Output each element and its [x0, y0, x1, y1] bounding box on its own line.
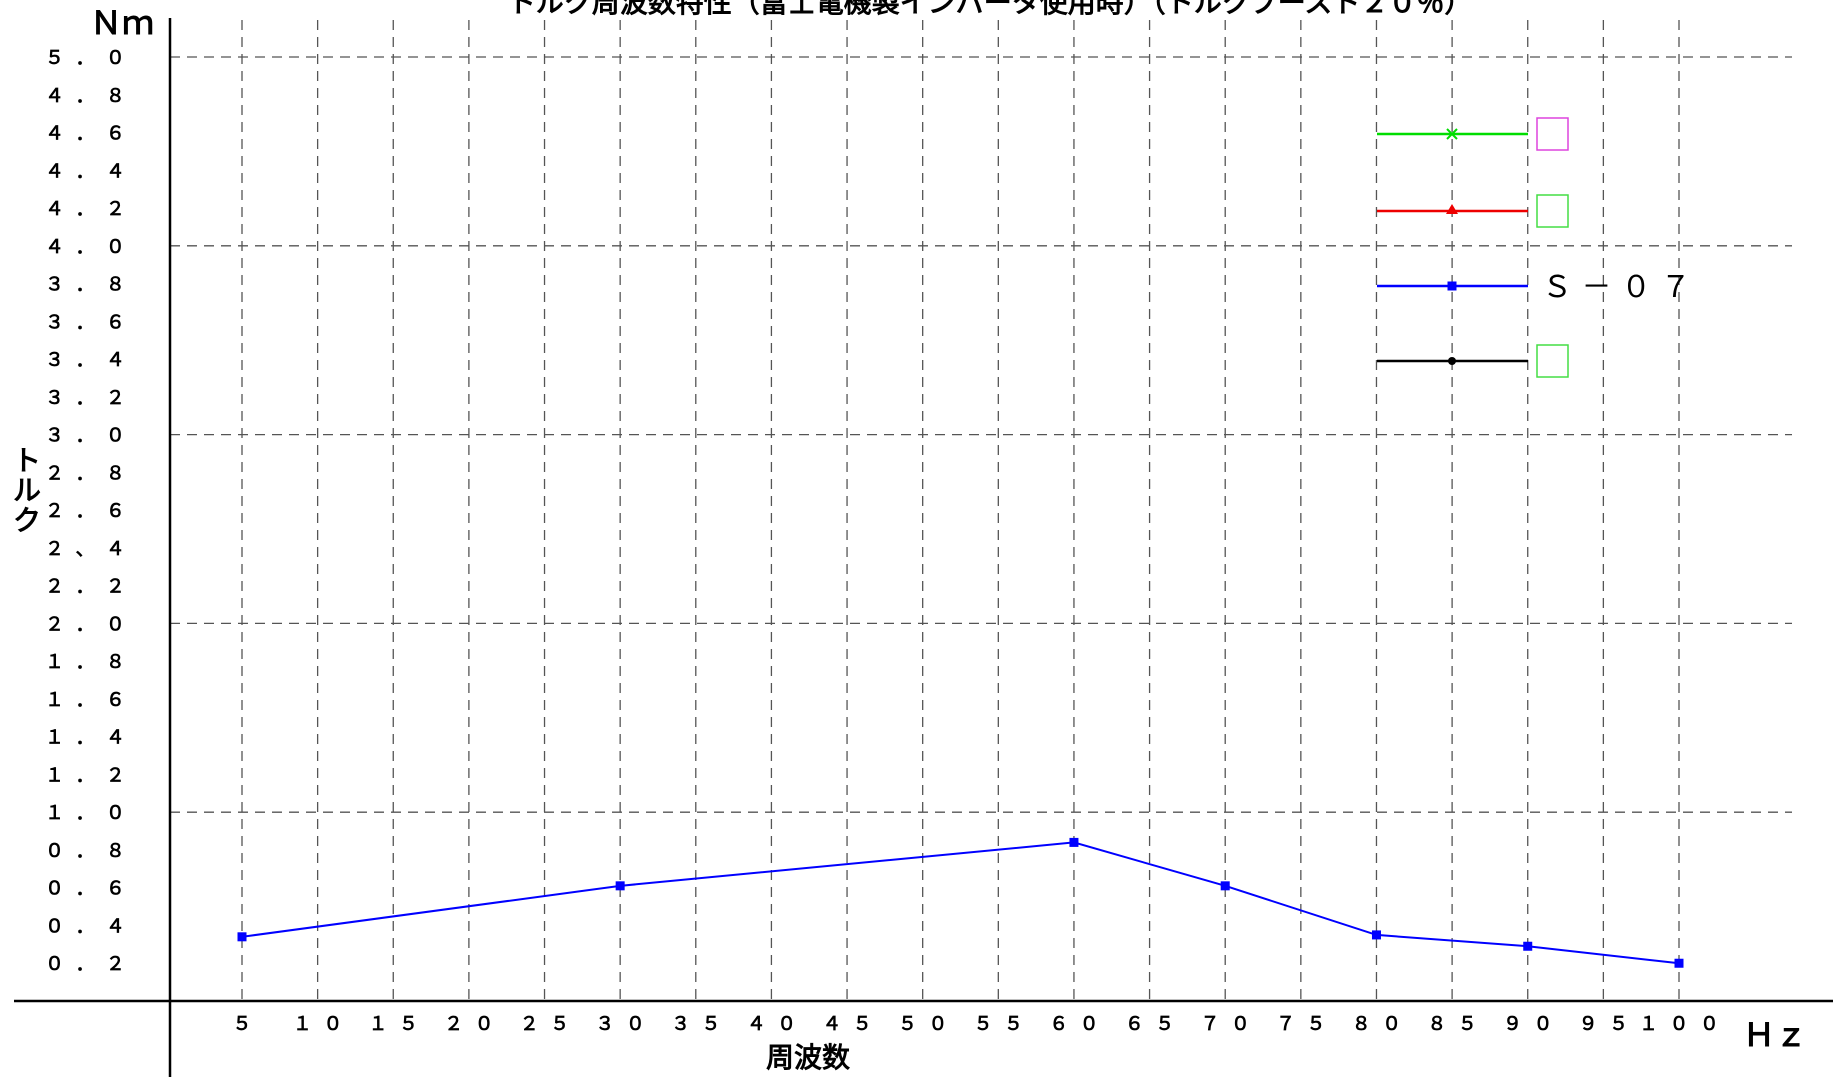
data-point	[1674, 958, 1684, 968]
x-tick-label: ７ ５	[1276, 1013, 1325, 1035]
x-tick-label: １ ０ ０	[1639, 1013, 1719, 1035]
x-tick-label: ９ ５	[1579, 1013, 1628, 1035]
x-tick-label: ３ ５	[671, 1013, 720, 1035]
data-point	[1523, 941, 1533, 951]
y-tick-label: １ ． ０	[45, 802, 125, 824]
y-tick-label: ４ ． ８	[45, 85, 125, 107]
x-axis-label: 周波数	[766, 1041, 851, 1074]
x-unit-label: Ｈｚ	[1743, 1016, 1807, 1054]
y-tick-label: １ ． ２	[45, 764, 125, 786]
x-tick-label: ９ ０	[1503, 1013, 1552, 1035]
y-tick-label: ０ ． ４	[45, 915, 125, 937]
x-tick-label: ３ ０	[595, 1013, 644, 1035]
data-point	[237, 932, 247, 942]
y-unit-label: Ｎｍ	[90, 4, 154, 42]
x-tick-label: ８ ０	[1352, 1013, 1401, 1035]
y-tick-label: １ ． ６	[45, 689, 125, 711]
x-tick-label: １ ５	[369, 1013, 418, 1035]
y-tick-label: １ ． ４	[45, 727, 125, 749]
legend-empty-box	[1536, 194, 1569, 228]
x-tick-label: ６ ５	[1125, 1013, 1174, 1035]
series-line	[241, 841, 1680, 965]
y-tick-label: ０ ． ６	[45, 878, 125, 900]
y-tick-label: ３ ． ０	[45, 425, 125, 447]
y-axis-label: トルク	[13, 444, 41, 537]
y-tick-label: ３ ． ６	[45, 311, 125, 333]
y-tick-labels: ５ ． ０ ４ ． ８ ４ ． ６ ４ ． ４ ４ ． ２ ４ ． ０ ３ ． ８ ３ ． ６…	[45, 47, 125, 975]
x-tick-label: ５	[232, 1013, 251, 1035]
y-tick-label: １ ． ８	[45, 651, 125, 673]
legend-marker	[1446, 204, 1458, 214]
legend-empty-box	[1536, 117, 1569, 151]
y-tick-label: ４ ． ４	[45, 160, 125, 182]
legend-marker	[1447, 281, 1457, 291]
x-tick-label: ５ ０	[898, 1013, 947, 1035]
chart-title: トルク周波数特性（富士電機製インバータ使用時）（トルクブースト２０％）	[508, 0, 1473, 19]
legend-empty-box	[1536, 344, 1569, 378]
x-tick-label: ６ ０	[1049, 1013, 1098, 1035]
y-tick-label: ０ ． ２	[45, 953, 125, 975]
axes	[14, 18, 1833, 1077]
x-tick-label: ２ ５	[520, 1013, 569, 1035]
y-tick-label: ５ ． ０	[45, 47, 125, 69]
series-lines	[237, 837, 1684, 968]
y-tick-label: ４ ． ２	[45, 198, 125, 220]
legend-marker	[1448, 357, 1456, 365]
x-tick-label: ８ ５	[1427, 1013, 1476, 1035]
legend-marker	[1446, 128, 1458, 140]
x-tick-labels: ５ １ ０ １ ５ ２ ０ ２ ５ ３ ０ ３ ５ ４ ０ ４ ５ ５ ０ ５ ５ ６ ０ ６ ５ ７ ０…	[232, 1013, 1718, 1035]
y-tick-label: ４ ． ０	[45, 236, 125, 258]
x-tick-label: ２ ０	[444, 1013, 493, 1035]
y-tick-label: ０ ． ８	[45, 840, 125, 862]
x-tick-label: ５ ５	[974, 1013, 1023, 1035]
legend-label: Ｓ － ０ ７	[1542, 270, 1691, 305]
data-point	[1069, 837, 1079, 847]
data-point	[1220, 881, 1230, 891]
x-tick-label: ４ ５	[822, 1013, 871, 1035]
y-tick-label: ２ ． ２	[45, 576, 125, 598]
legend: Ｓ － ０ ７	[1377, 117, 1691, 378]
y-tick-label: ４ ． ６	[45, 123, 125, 145]
y-tick-label: ２ ． ８	[45, 462, 125, 484]
y-tick-label: ３ ． ２	[45, 387, 125, 409]
y-tick-label: ２ ． ０	[45, 613, 125, 635]
gridlines	[170, 20, 1792, 1001]
y-tick-label: ３ ． ８	[45, 274, 125, 296]
y-tick-label: ２ ． ６	[45, 500, 125, 522]
x-tick-label: ４ ０	[747, 1013, 796, 1035]
data-point	[1371, 930, 1381, 940]
data-point	[615, 881, 625, 891]
x-tick-label: ７ ０	[1200, 1013, 1249, 1035]
y-tick-label: ３ ． ４	[45, 349, 125, 371]
x-tick-label: １ ０	[293, 1013, 342, 1035]
y-tick-label: ２ 、 ４	[45, 538, 125, 560]
